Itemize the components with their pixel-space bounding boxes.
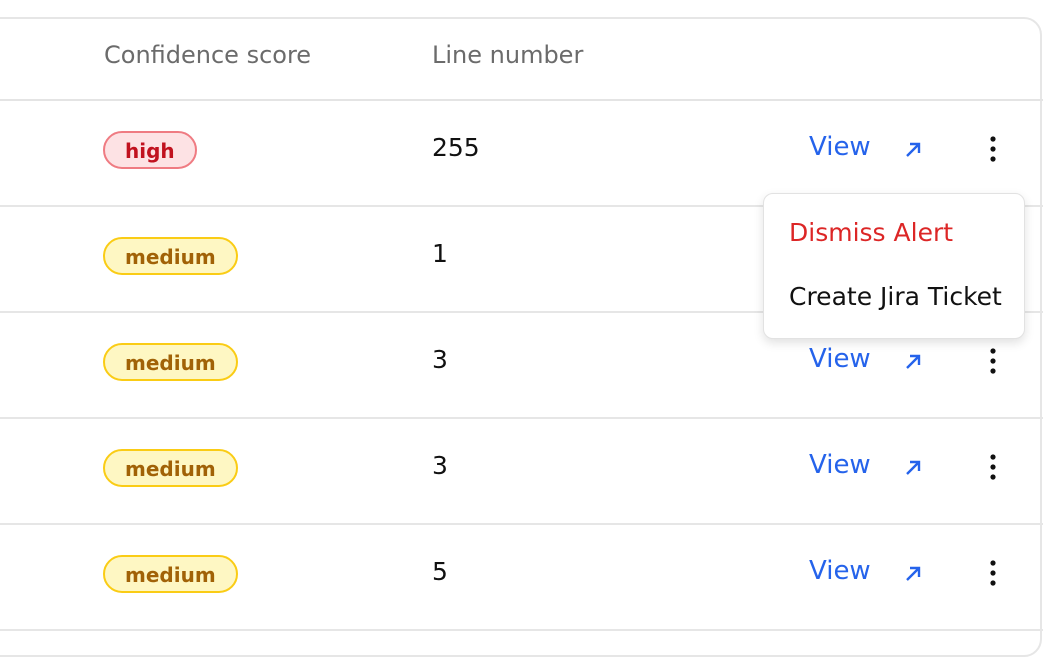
kebab-vertical-icon[interactable] — [982, 345, 1004, 377]
table-row: medium 3 View — [0, 417, 1043, 525]
confidence-badge: high — [103, 131, 197, 169]
line-number: 5 — [432, 557, 448, 586]
row-actions-menu: Dismiss Alert Create Jira Ticket — [763, 193, 1025, 339]
table-row: medium 3 View — [0, 311, 1043, 419]
table-header: Confidence score Line number — [0, 17, 1043, 101]
line-number: 1 — [432, 239, 448, 268]
arrow-up-right-icon[interactable] — [902, 351, 924, 373]
confidence-badge: medium — [103, 343, 238, 381]
table-row: medium 1 — [0, 205, 1043, 313]
table-row: high 255 View — [0, 99, 1043, 207]
arrow-up-right-icon[interactable] — [902, 563, 924, 585]
table-row: medium 5 View — [0, 523, 1043, 631]
kebab-vertical-icon[interactable] — [982, 133, 1004, 165]
view-link[interactable]: View — [809, 132, 871, 162]
line-number: 3 — [432, 451, 448, 480]
confidence-badge: medium — [103, 555, 238, 593]
column-line-number: Line number — [432, 41, 584, 69]
arrow-up-right-icon[interactable] — [902, 457, 924, 479]
kebab-vertical-icon[interactable] — [982, 451, 1004, 483]
column-confidence-score: Confidence score — [104, 41, 312, 69]
create-jira-ticket-item[interactable]: Create Jira Ticket — [789, 282, 1002, 311]
line-number: 3 — [432, 345, 448, 374]
confidence-badge: medium — [103, 237, 238, 275]
confidence-badge: medium — [103, 449, 238, 487]
view-link[interactable]: View — [809, 344, 871, 374]
arrow-up-right-icon[interactable] — [902, 139, 924, 161]
dismiss-alert-item[interactable]: Dismiss Alert — [789, 218, 954, 247]
view-link[interactable]: View — [809, 556, 871, 586]
line-number: 255 — [432, 133, 480, 162]
view-link[interactable]: View — [809, 450, 871, 480]
kebab-vertical-icon[interactable] — [982, 557, 1004, 589]
